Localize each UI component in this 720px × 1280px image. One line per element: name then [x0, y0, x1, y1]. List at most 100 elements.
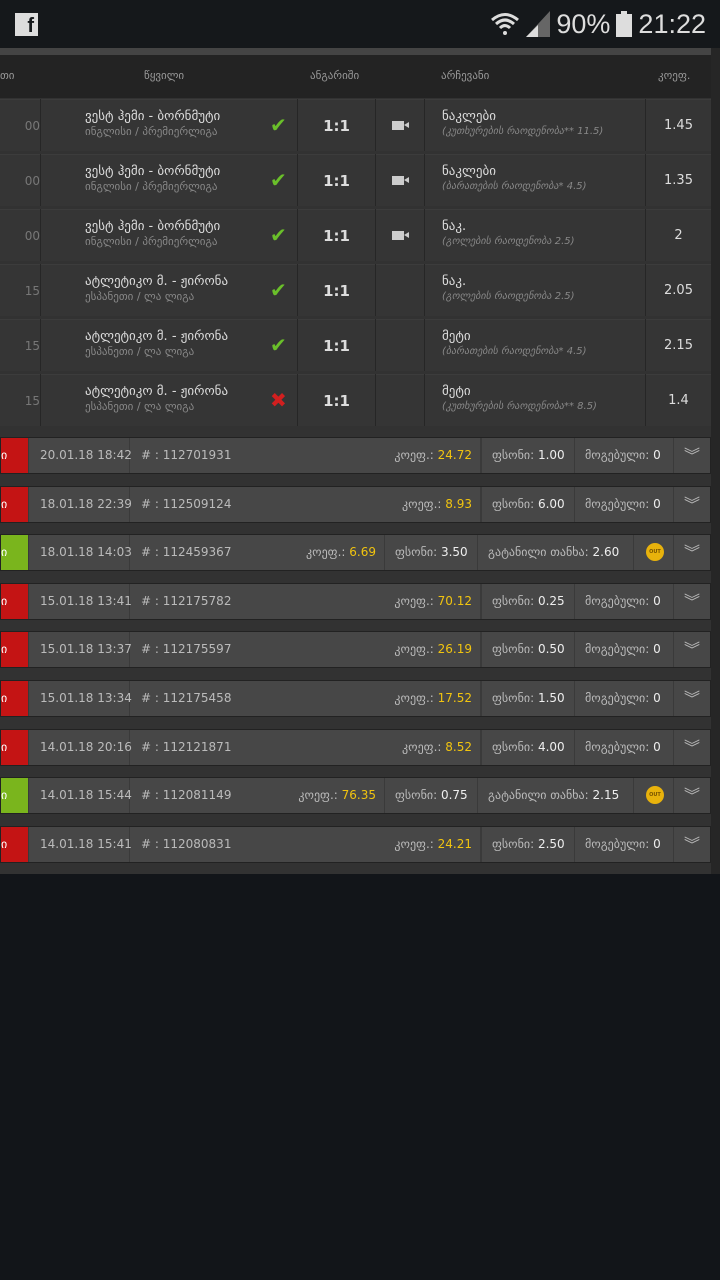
match-league: ინგლისი / პრემიერლიგა [85, 235, 218, 248]
expand-chevron-icon[interactable]: ︾ [673, 632, 710, 668]
video-camera-icon[interactable] [392, 176, 409, 185]
bet-row[interactable]: ი 14.01.18 20:16 # : 112121871 კოეფ.: 8.52 ფ… [0, 728, 711, 766]
pick-cell: ნაკ. (გოლების რაოდენობა 2.5) [425, 209, 645, 261]
bet-id: # : 112121871 [130, 729, 482, 765]
expand-chevron-icon[interactable]: ︾ [673, 778, 710, 814]
bet-stake: ფსონი: 2.50 [482, 826, 575, 862]
video-camera-icon[interactable] [392, 121, 409, 130]
bet-id-prefix: # : [141, 448, 163, 462]
pick-name: ნაკლები [442, 109, 496, 124]
stake-value: 2.50 [537, 836, 565, 851]
bet-row[interactable]: ი 20.01.18 18:42 # : 112701931 კოეფ.: 24.72… [0, 437, 711, 474]
bet-id-prefix: # : [141, 545, 163, 560]
bet-cashout: გატანილი თანხა: 2.60 [478, 535, 634, 571]
bet-won: მოგებული: 0 [575, 583, 674, 619]
match-cell: ვესტ ჰემი - ბორნმუტი ინგლისი / პრემიერლიგ… [41, 99, 297, 151]
won-label: მოგებული: [585, 448, 650, 462]
cashout-label: გატანილი თანხა: [488, 545, 589, 560]
status-badge: ი [1, 535, 29, 571]
bet-odds: კოეფ.: 24.21 [351, 826, 481, 862]
match-title: ატლეტიკო მ. - ჟირონა [85, 384, 229, 399]
odds-label: კოეფ.: [394, 691, 434, 705]
won-value: 0 [653, 448, 661, 462]
match-time-partial: 15 [0, 319, 40, 371]
expand-chevron-icon[interactable]: ︾ [673, 681, 710, 716]
pick-cell: ნაკლები (კუთხურების რაოდენობა** 11.5) [425, 99, 645, 151]
bet-odds: კოეფ.: 6.69 [281, 535, 385, 571]
bet-row[interactable]: ი 18.01.18 22:39 # : 112509124 კოეფ.: 8.93 ფ… [0, 485, 711, 523]
bet-odds: კოეფ.: 24.72 [351, 438, 481, 473]
bet-id: # : 112701931 [130, 438, 482, 473]
expand-chevron-icon[interactable]: ︾ [673, 826, 710, 862]
stake-label: ფსონი: [492, 836, 535, 851]
header-odds: კოეფ. [658, 69, 691, 82]
bet-date: 15.01.18 13:41 [29, 583, 132, 619]
won-label: მოგებული: [585, 836, 650, 851]
bet-row[interactable]: ი 18.01.18 14:03 # : 112459367 კოეფ.: 6.69 ფ… [0, 534, 711, 572]
bet-stake: ფსონი: 0.50 [482, 632, 575, 668]
bet-id-prefix: # : [141, 788, 163, 803]
check-icon: ✔ [270, 168, 287, 192]
status-badge: ი [1, 778, 29, 814]
video-cell[interactable] [376, 99, 424, 151]
won-label: მოგებული: [585, 593, 650, 608]
status-badge: ი [1, 583, 29, 619]
bet-date: 14.01.18 15:44 [29, 778, 132, 814]
won-value: 0 [653, 593, 661, 608]
bet-won: მოგებული: 0 [575, 438, 674, 473]
won-value: 0 [653, 739, 661, 754]
pick-cell: მეტი (ბარათების რაოდენობა* 4.5) [425, 319, 645, 371]
expand-chevron-icon[interactable]: ︾ [673, 583, 710, 619]
bet-row[interactable]: ი 15.01.18 13:41 # : 112175782 კოეფ.: 70.12… [0, 582, 711, 620]
battery-percent: 90% [556, 8, 611, 39]
odds-label: კოეფ.: [394, 593, 434, 608]
bet-date: 14.01.18 20:16 [29, 729, 132, 765]
bet-stake: ფსონი: 6.00 [482, 486, 575, 522]
odds-value: 8.52 [445, 739, 472, 754]
bet-row[interactable]: ი 14.01.18 15:44 # : 112081149 კოეფ.: 76.35… [0, 777, 711, 815]
won-label: მოგებული: [585, 691, 650, 705]
stake-label: ფსონი: [395, 788, 438, 803]
pick-name: მეტი [442, 384, 471, 399]
table-header: თი წყვილი ანგარიში არჩევანი კოეფ. [0, 55, 711, 98]
status-badge: ი [1, 486, 29, 522]
pick-cell: მეტი (კუთხურების რაოდენობა** 8.5) [425, 374, 645, 426]
bet-date: 18.01.18 22:39 [29, 486, 132, 522]
match-time-partial: 15 [0, 374, 40, 426]
video-cell [376, 264, 424, 316]
stake-label: ფსონი: [492, 448, 535, 462]
video-cell[interactable] [376, 209, 424, 261]
bet-odds: კოეფ.: 8.52 [351, 729, 481, 765]
bet-row[interactable]: ი 15.01.18 13:34 # : 112175458 კოეფ.: 17.52… [0, 680, 711, 717]
odds-value: 76.35 [341, 788, 376, 803]
bet-id-value: 112121871 [162, 739, 232, 754]
bet-id-prefix: # : [141, 593, 163, 608]
stake-value: 6.00 [537, 496, 565, 511]
check-icon: ✔ [270, 223, 287, 247]
expand-chevron-icon[interactable]: ︾ [673, 535, 710, 571]
stake-value: 1.50 [537, 691, 565, 705]
pick-odds: 2.15 [646, 319, 711, 371]
match-row: 00 ვესტ ჰემი - ბორნმუტი ინგლისი / პრემიერლ… [0, 209, 711, 261]
pick-odds: 1.45 [646, 99, 711, 151]
odds-value: 6.69 [349, 545, 376, 560]
stake-label: ფსონი: [492, 496, 535, 511]
bet-stake: ფსონი: 0.25 [482, 583, 575, 619]
match-score: 1:1 [298, 154, 375, 206]
cashout-label: გატანილი თანხა: [488, 788, 589, 803]
bet-row[interactable]: ი 14.01.18 15:41 # : 112080831 კოეფ.: 24.21… [0, 825, 711, 863]
cashout-cell: OUT [634, 778, 674, 814]
bet-id-value: 112080831 [162, 836, 232, 851]
system-icons: 90% 21:22 [490, 6, 706, 42]
video-cell[interactable] [376, 154, 424, 206]
match-title: ვესტ ჰემი - ბორნმუტი [85, 219, 221, 234]
expand-chevron-icon[interactable]: ︾ [673, 486, 710, 522]
expand-chevron-icon[interactable]: ︾ [673, 729, 710, 765]
match-row: 15 ატლეტიკო მ. - ჟირონა ესპანეთი / ლა ლიგა… [0, 264, 711, 316]
status-badge: ი [1, 729, 29, 765]
stake-value: 0.50 [537, 642, 565, 657]
video-camera-icon[interactable] [392, 231, 409, 240]
bet-row[interactable]: ი 15.01.18 13:37 # : 112175597 კოეფ.: 26.19… [0, 631, 711, 669]
bet-won: მოგებული: 0 [575, 729, 674, 765]
expand-chevron-icon[interactable]: ︾ [673, 438, 710, 473]
